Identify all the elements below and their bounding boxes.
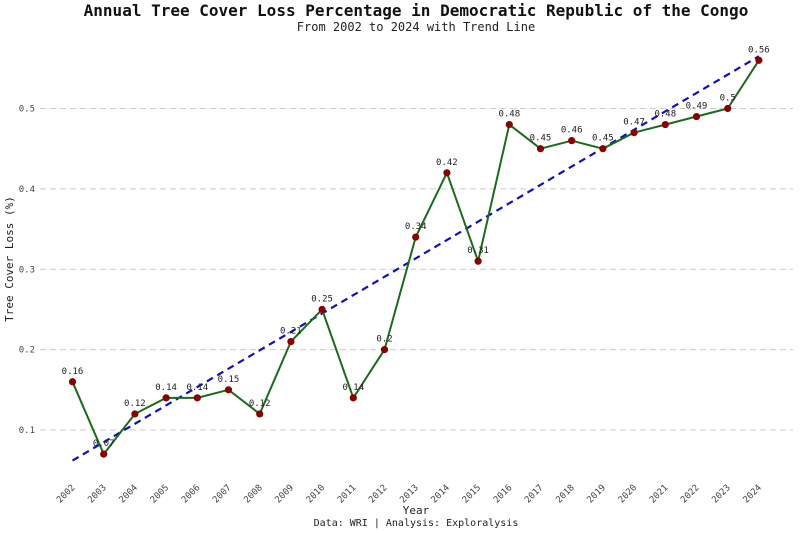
data-point <box>474 257 482 265</box>
x-axis-label: Year <box>403 504 430 517</box>
data-label: 0.34 <box>405 222 427 232</box>
data-point <box>193 394 201 402</box>
data-point <box>380 346 389 354</box>
gridlines <box>40 108 793 431</box>
data-point <box>443 169 451 177</box>
data-point <box>318 305 326 314</box>
data-label: 0.48 <box>498 110 520 120</box>
x-tick-label: 2006 <box>180 483 202 505</box>
data-point <box>536 145 545 153</box>
y-tick-label: 0.2 <box>19 346 35 356</box>
chart-caption: Data: WRI | Analysis: Exploralysis <box>314 518 519 529</box>
chart-subtitle: From 2002 to 2024 with Trend Line <box>297 20 535 34</box>
x-tick-label: 2022 <box>679 483 701 505</box>
trend-line-layer <box>71 55 760 462</box>
x-tick-label: 2008 <box>242 483 264 505</box>
data-label: 0.14 <box>155 383 177 393</box>
data-points-layer <box>68 56 763 458</box>
data-point <box>661 120 669 129</box>
trend-line <box>71 55 760 462</box>
data-label: 0.16 <box>62 367 84 377</box>
y-tick-label: 0.1 <box>19 426 35 436</box>
data-label: 0.47 <box>623 118 645 128</box>
data-label: 0.2 <box>376 335 392 345</box>
x-tick-label: 2017 <box>523 483 545 505</box>
data-point <box>162 394 170 402</box>
data-point <box>256 410 264 418</box>
data-point <box>505 120 513 129</box>
y-tick-label: 0.3 <box>19 265 35 275</box>
data-label: 0.45 <box>530 134 552 144</box>
data-label: 0.12 <box>249 399 271 409</box>
y-tick-label: 0.4 <box>19 185 35 195</box>
x-tick-label: 2004 <box>118 483 140 505</box>
data-point <box>100 450 108 458</box>
data-point <box>755 56 763 64</box>
data-point <box>599 145 607 153</box>
data-point <box>630 129 638 137</box>
data-label: 0.14 <box>186 383 208 393</box>
data-point <box>724 104 732 113</box>
data-point <box>412 233 420 241</box>
data-point <box>68 378 77 386</box>
data-label: 0.42 <box>436 158 458 168</box>
x-tick-label: 2007 <box>211 483 233 505</box>
data-point <box>349 394 357 402</box>
data-point <box>692 112 701 121</box>
x-tick-label: 2016 <box>492 483 514 505</box>
data-label: 0.15 <box>218 375 240 385</box>
x-tick-label: 2021 <box>648 483 670 505</box>
x-tick-label: 2003 <box>86 483 108 505</box>
data-point <box>287 337 295 346</box>
y-tick-label: 0.5 <box>19 105 35 115</box>
x-axis-ticks: 2002 2003 2004 2005 2006 2007 2008 2009 2010 2011… <box>55 483 764 505</box>
data-label: 0.56 <box>748 45 770 55</box>
x-tick-label: 2013 <box>398 483 420 505</box>
x-tick-label: 2015 <box>461 483 483 505</box>
x-tick-label: 2014 <box>430 483 452 505</box>
data-label: 0.07 <box>93 439 115 449</box>
chart-title: Annual Tree Cover Loss Percentage in Dem… <box>84 1 749 20</box>
data-label: 0.25 <box>311 294 333 304</box>
x-tick-label: 2019 <box>586 483 608 505</box>
x-tick-label: 2012 <box>367 483 389 505</box>
x-tick-label: 2009 <box>274 483 296 505</box>
x-tick-label: 2011 <box>336 483 358 505</box>
data-labels-layer: 0.16 0.07 0.12 0.14 0.14 0.15 0.12 0.21 0.25 0.14… <box>62 45 770 449</box>
data-point <box>568 137 576 145</box>
y-axis-ticks: 0.1 0.2 0.3 0.4 0.5 <box>19 105 35 437</box>
data-label: 0.45 <box>592 134 614 144</box>
data-label: 0.49 <box>686 102 708 112</box>
x-tick-label: 2024 <box>742 483 764 505</box>
data-label: 0.21 <box>280 327 302 337</box>
y-axis-label: Tree Cover Loss (%) <box>3 196 16 322</box>
data-label: 0.46 <box>561 126 583 136</box>
data-label: 0.31 <box>467 246 489 256</box>
x-tick-label: 2005 <box>149 483 171 505</box>
data-point <box>131 410 139 418</box>
x-tick-label: 2018 <box>554 483 576 505</box>
x-tick-label: 2002 <box>55 483 77 505</box>
x-tick-label: 2023 <box>710 483 732 505</box>
x-tick-label: 2020 <box>617 483 639 505</box>
data-label: 0.5 <box>720 94 736 104</box>
data-point <box>224 386 233 394</box>
data-label: 0.12 <box>124 399 146 409</box>
data-label: 0.14 <box>342 383 364 393</box>
data-label: 0.48 <box>654 110 676 120</box>
x-tick-label: 2010 <box>305 483 327 505</box>
